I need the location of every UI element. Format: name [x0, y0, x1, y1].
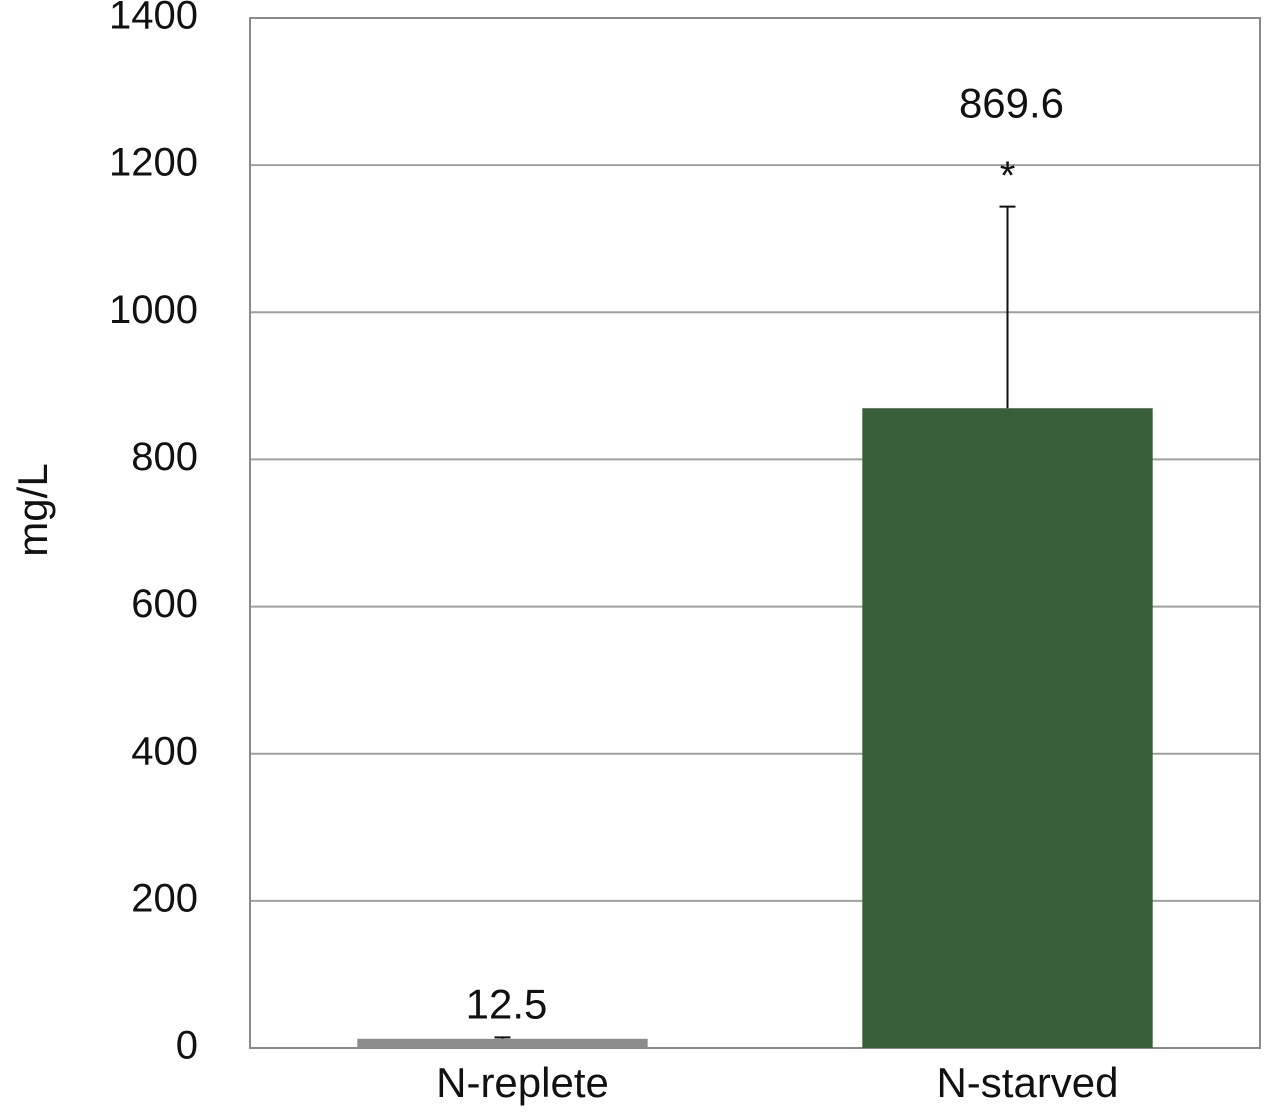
bar: [357, 1038, 648, 1048]
value-label: 12.5: [466, 980, 548, 1027]
significance-marker: *: [1000, 154, 1016, 198]
error-bar: [494, 1036, 511, 1039]
error-bar: [999, 205, 1016, 409]
plot-border: [249, 17, 1261, 1049]
y-tick-label: 0: [176, 1024, 198, 1068]
y-tick-label: 600: [131, 582, 198, 626]
y-tick-label: 400: [131, 729, 198, 773]
y-tick-label: 800: [131, 435, 198, 479]
y-tick-label: 1200: [109, 141, 198, 185]
y-tick-label: 1000: [109, 288, 198, 332]
y-tick-label: 200: [131, 876, 198, 920]
x-tick-label: N-starved: [936, 1059, 1118, 1106]
x-tick-label: N-replete: [436, 1059, 609, 1106]
y-tick-label: 1400: [109, 0, 198, 38]
bar: [862, 408, 1153, 1048]
value-label: 869.6: [959, 80, 1064, 127]
y-axis-title: mg/L: [9, 463, 56, 556]
